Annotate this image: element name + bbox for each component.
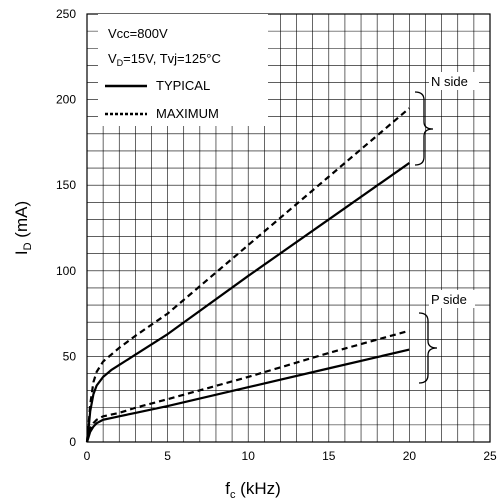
n-side-brace [414, 91, 434, 166]
x-tick-label: 15 [322, 449, 336, 463]
legend-condition-1: Vcc=800V [108, 26, 168, 41]
y-tick-label: 200 [56, 93, 76, 107]
series-group [85, 107, 411, 443]
y-axis-title: ID (mA) [12, 201, 34, 255]
legend-box [98, 14, 268, 126]
plot-frame [86, 13, 491, 443]
p-side-brace [418, 312, 438, 384]
series-line-n-side-maximum [85, 107, 411, 443]
x-tick-label: 10 [242, 449, 256, 463]
y-tick-label: 100 [56, 264, 76, 278]
x-tick-label: 5 [164, 449, 171, 463]
x-tick-label: 0 [84, 449, 91, 463]
p-side-label-bg [429, 290, 475, 308]
x-axis-title: fc (kHz) [225, 479, 281, 500]
y-tick-label: 0 [69, 435, 76, 449]
y-tick-label: 150 [56, 178, 76, 192]
x-tick-label: 20 [403, 449, 417, 463]
n-side-label-bg [429, 72, 479, 90]
n-side-label: N side [431, 74, 468, 89]
series-line-p-side-maximum [85, 329, 410, 443]
p-side-label: P side [431, 292, 467, 307]
x-tick-label: 25 [483, 449, 497, 463]
legend-condition-2: VD=15V, Tvj=125°C [108, 51, 221, 68]
y-tick-label: 50 [63, 349, 77, 363]
legend-maximum-label: MAXIMUM [156, 106, 219, 121]
y-tick-label: 250 [56, 7, 76, 21]
legend-typical-label: TYPICAL [156, 78, 210, 93]
